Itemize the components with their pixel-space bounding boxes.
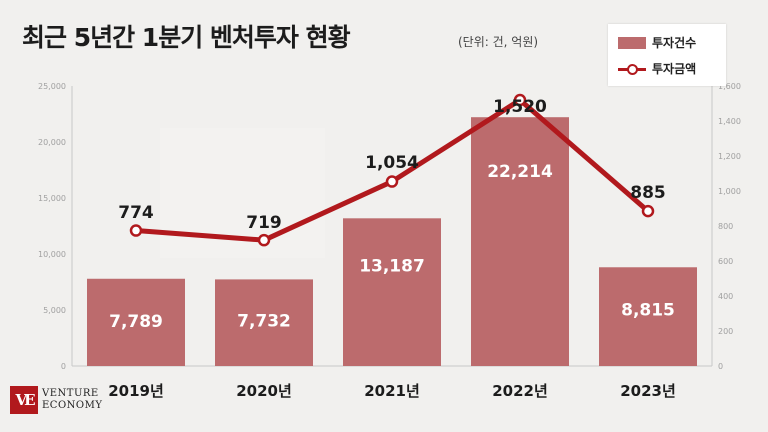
line-value-label: 885 (630, 183, 666, 203)
bar (343, 218, 441, 366)
venture-economy-logo: VE VENTURE ECONOMY (10, 386, 102, 414)
bar-value-label: 13,187 (359, 256, 425, 276)
line-marker (513, 93, 527, 107)
line-value-label: 1,054 (365, 153, 419, 173)
legend-bar-label: 투자건수 (652, 36, 697, 50)
chart-title: 최근 5년간 1분기 벤처투자 현황 (22, 23, 351, 52)
y-left-tick-label: 5,000 (43, 306, 66, 315)
bar-value-label: 8,815 (621, 300, 675, 320)
bar-value-label: 22,214 (487, 162, 553, 182)
line-marker (129, 224, 143, 237)
x-tick-label: 2021년 (364, 382, 420, 400)
y-left-tick-label: 0 (61, 362, 66, 371)
x-tick-label: 2023년 (620, 382, 676, 400)
bar (471, 117, 569, 366)
bar (599, 267, 697, 366)
y-right-tick-label: 200 (718, 327, 733, 336)
line-marker (385, 175, 399, 188)
y-left-tick-label: 10,000 (38, 250, 66, 259)
line-marker (641, 204, 655, 218)
logo-line-2: ECONOMY (42, 400, 103, 411)
y-right-tick-label: 1,000 (718, 187, 741, 196)
chart-legend: 투자건수 투자금액 (608, 24, 726, 86)
legend-item-bar: 투자건수 (618, 34, 696, 51)
legend-line-label: 투자금액 (652, 62, 697, 76)
y-right-tick-label: 400 (718, 292, 733, 301)
chart-unit-note: (단위: 건, 억원) (458, 35, 539, 49)
legend-item-line: 투자금액 (618, 60, 696, 77)
x-tick-label: 2020년 (236, 382, 292, 400)
y-right-tick-label: 1,600 (718, 82, 741, 91)
y-left-tick-label: 15,000 (38, 194, 66, 203)
logo-line-1: VENTURE (42, 388, 99, 399)
logo-text: VENTURE ECONOMY (42, 388, 102, 412)
x-tick-label: 2019년 (108, 382, 164, 400)
logo-mark: VE (10, 386, 38, 414)
line-marker (257, 233, 271, 247)
bar-value-label: 7,789 (109, 312, 163, 332)
bar-value-label: 7,732 (237, 311, 291, 331)
y-right-tick-label: 800 (718, 222, 733, 231)
y-right-tick-label: 600 (718, 257, 733, 266)
x-tick-label: 2022년 (492, 382, 548, 400)
y-left-tick-label: 25,000 (38, 82, 66, 91)
legend-line-swatch (618, 63, 646, 75)
bar (215, 279, 313, 366)
y-left-tick-label: 20,000 (38, 138, 66, 147)
y-right-tick-label: 1,200 (718, 152, 741, 161)
line-value-label: 1,520 (493, 97, 547, 117)
y-right-tick-label: 0 (718, 362, 723, 371)
y-right-tick-label: 1,400 (718, 117, 741, 126)
bar (87, 278, 185, 366)
line-value-label: 774 (118, 203, 154, 223)
legend-bar-swatch (618, 36, 646, 49)
line-value-label: 719 (246, 213, 282, 233)
